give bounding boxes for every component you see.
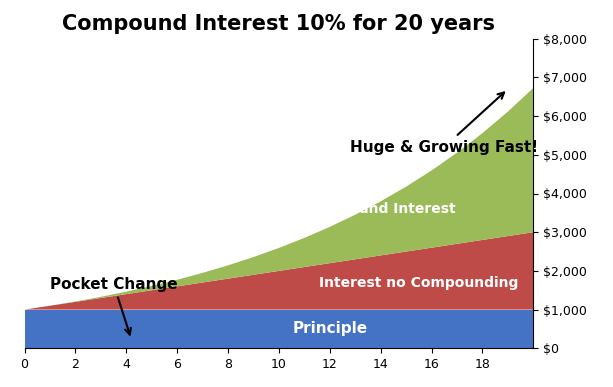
- Title: Compound Interest 10% for 20 years: Compound Interest 10% for 20 years: [63, 14, 495, 34]
- Text: Compound Interest: Compound Interest: [305, 202, 456, 216]
- Text: Huge & Growing Fast!: Huge & Growing Fast!: [350, 92, 538, 154]
- Text: Principle: Principle: [292, 322, 367, 336]
- Text: Pocket Change: Pocket Change: [50, 277, 178, 334]
- Text: Interest no Compounding: Interest no Compounding: [319, 276, 519, 289]
